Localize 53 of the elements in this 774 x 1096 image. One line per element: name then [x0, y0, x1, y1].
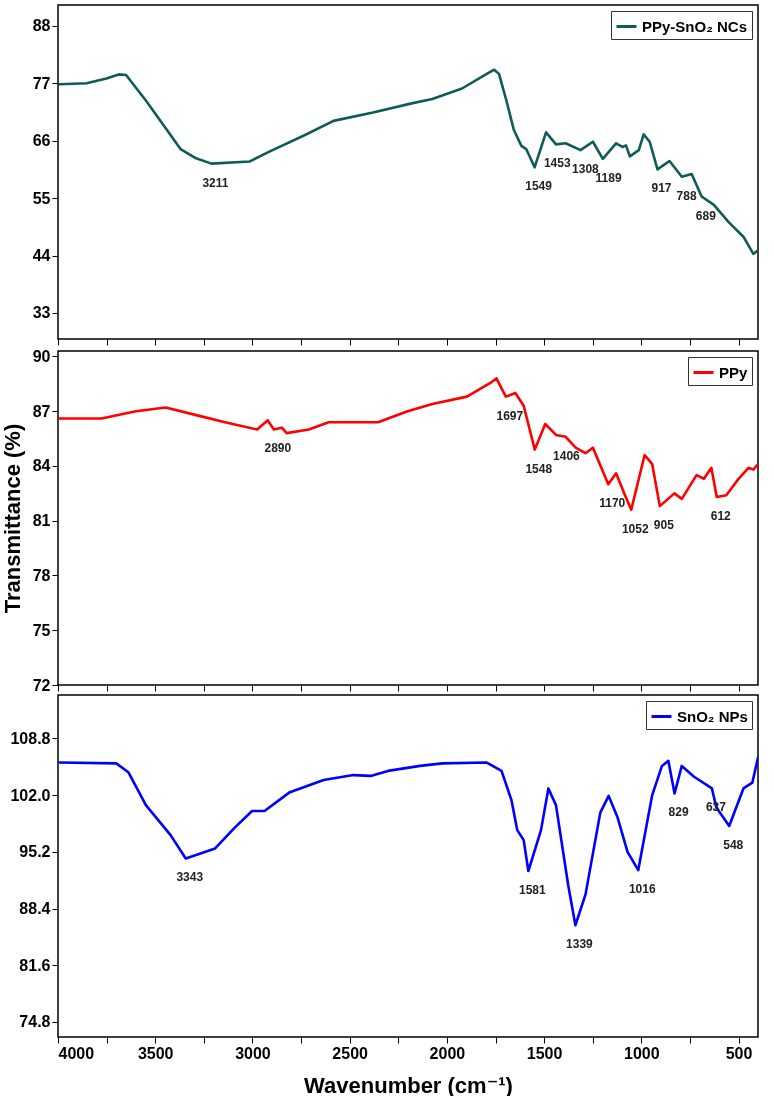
line-series — [58, 68, 758, 256]
annotation: 1170 — [599, 496, 626, 511]
y-tick-label: 78 — [32, 566, 51, 584]
y-tick-label: 88.4 — [19, 900, 51, 918]
annotation: 1453 — [543, 156, 571, 171]
annotation: 548 — [723, 837, 744, 852]
y-tick-label: 88 — [32, 17, 51, 35]
y-tick-label: 66 — [32, 132, 51, 150]
x-tick-label: 1500 — [526, 1044, 563, 1062]
x-tick-label: 2000 — [429, 1044, 466, 1062]
annotation: 2890 — [264, 441, 292, 456]
line-series — [58, 756, 758, 927]
annotation: 3211 — [202, 175, 229, 190]
y-tick-label: 75 — [32, 621, 51, 639]
annotation: 1339 — [566, 937, 594, 952]
y-tick-label: 81.6 — [19, 956, 51, 974]
annotation: 1016 — [628, 882, 656, 897]
legend-label: PPy — [719, 363, 749, 381]
y-tick-label: 90 — [32, 347, 51, 365]
y-axis-title: Transmittance (%) — [0, 423, 25, 614]
y-tick-label: 74.8 — [19, 1013, 51, 1031]
x-tick-label: 3000 — [235, 1044, 271, 1062]
y-tick-label: 87 — [32, 402, 51, 420]
annotation: 612 — [710, 509, 732, 524]
y-tick-label: 77 — [32, 74, 51, 92]
x-tick-label: 2500 — [332, 1044, 369, 1062]
annotation: 1549 — [525, 179, 553, 194]
x-tick-label: 4000 — [58, 1044, 95, 1062]
annotation: 1697 — [496, 408, 524, 423]
annotation: 788 — [676, 188, 697, 203]
y-tick-label: 108.8 — [10, 729, 51, 747]
annotation: 829 — [668, 805, 689, 820]
y-tick-label: 84 — [32, 457, 51, 475]
annotation: 3343 — [176, 870, 204, 885]
legend-label: SnO₂ NPs — [677, 707, 748, 725]
y-tick-label: 102.0 — [10, 786, 51, 804]
y-tick-label: 72 — [32, 676, 51, 694]
y-tick-label: 81 — [32, 512, 51, 530]
y-tick-label: 95.2 — [19, 843, 51, 861]
annotation: 1406 — [553, 448, 581, 463]
annotation: 1548 — [525, 461, 553, 476]
annotation: 689 — [695, 208, 717, 223]
annotation: 905 — [653, 518, 675, 533]
y-tick-label: 33 — [32, 304, 51, 322]
legend-label: PPy-SnO₂ NCs — [642, 17, 748, 35]
x-tick-label: 1000 — [624, 1044, 660, 1062]
y-tick-label: 55 — [32, 189, 51, 207]
annotation: 1052 — [621, 521, 649, 536]
x-tick-label: 500 — [725, 1044, 753, 1062]
y-tick-label: 44 — [32, 247, 51, 264]
annotation: 1581 — [519, 883, 547, 897]
x-tick-label: 3500 — [137, 1044, 174, 1062]
annotation: 917 — [651, 181, 672, 196]
